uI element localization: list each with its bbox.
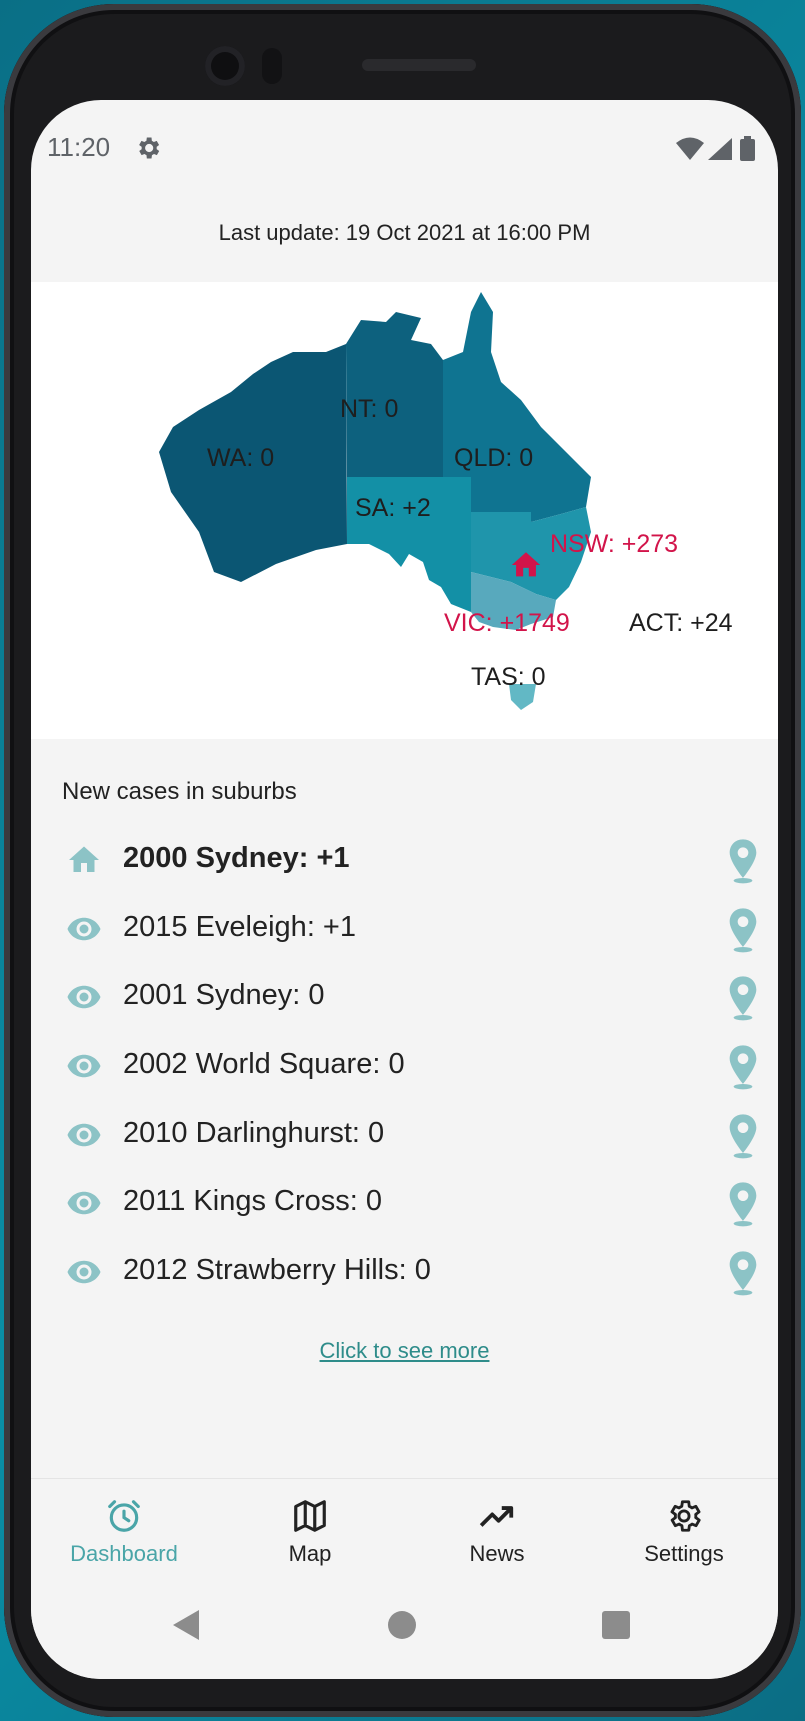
list-item[interactable]: 2010 Darlinghurst: 0	[31, 1109, 778, 1165]
suburb-label: 2012 Strawberry Hills: 0	[123, 1254, 431, 1286]
map-state-vic	[471, 572, 556, 630]
nav-label: Map	[288, 1541, 332, 1566]
status-bar: 11:20	[31, 130, 778, 170]
bottom-navigation: Dashboard Map News Settings	[31, 1478, 778, 1579]
map-state-nt	[346, 312, 443, 477]
nav-label: News	[469, 1541, 525, 1566]
map-pin-icon[interactable]	[727, 907, 759, 955]
wifi-icon	[676, 137, 704, 160]
map-pin-icon[interactable]	[727, 1250, 759, 1298]
nav-tab-map[interactable]: Map	[217, 1479, 403, 1579]
camera-sensor	[262, 48, 282, 84]
map-label-nsw: NSW: +273	[550, 530, 679, 558]
map-label-vic: VIC: +1749	[444, 609, 570, 637]
map-state-tas	[509, 684, 536, 710]
see-more-link[interactable]: Click to see more	[319, 1338, 490, 1363]
list-item[interactable]: 2000 Sydney: +1	[31, 834, 778, 890]
suburb-label: 2002 World Square: 0	[123, 1048, 405, 1080]
status-time: 11:20	[47, 132, 111, 162]
earpiece-speaker	[362, 59, 476, 71]
suburb-label: 2000 Sydney: +1	[123, 842, 350, 874]
eye-icon	[67, 1191, 101, 1215]
app-screen: 11:20 Last update: 19 Oct 2021 at 16:00 …	[31, 100, 778, 1679]
suburb-label: 2010 Darlinghurst: 0	[123, 1117, 385, 1149]
gear-icon	[139, 137, 160, 159]
cell-signal-icon	[708, 138, 732, 160]
map-pin-icon[interactable]	[727, 1113, 759, 1161]
map-label-act: ACT: +24	[629, 609, 733, 637]
map-pin-icon[interactable]	[727, 1044, 759, 1092]
suburb-label: 2011 Kings Cross: 0	[123, 1185, 382, 1217]
map-state-sa	[347, 477, 471, 612]
map-label-sa: SA: +2	[355, 494, 431, 522]
eye-icon	[67, 1123, 101, 1147]
system-navigation-bar	[31, 1580, 778, 1679]
recent-apps-button[interactable]	[602, 1611, 630, 1639]
gear-icon	[670, 1500, 701, 1532]
home-icon	[69, 846, 99, 872]
eye-icon	[67, 1260, 101, 1284]
map-state-qld	[443, 292, 591, 522]
map-label-qld: QLD: 0	[454, 444, 534, 472]
map-pin-icon[interactable]	[727, 838, 759, 886]
home-button[interactable]	[388, 1611, 416, 1639]
map-pin-icon[interactable]	[727, 1181, 759, 1229]
nav-tab-news[interactable]: News	[404, 1479, 590, 1579]
map-label-wa: WA: 0	[207, 444, 275, 472]
battery-icon	[740, 139, 755, 161]
map-pin-icon[interactable]	[727, 975, 759, 1023]
suburbs-section-title: New cases in suburbs	[62, 778, 297, 805]
suburb-label: 2015 Eveleigh: +1	[123, 911, 356, 943]
map-state-nsw	[471, 507, 591, 600]
eye-icon	[67, 917, 101, 941]
last-update-text: Last update: 19 Oct 2021 at 16:00 PM	[218, 220, 591, 245]
map-state-wa	[159, 344, 347, 582]
suburb-label: 2001 Sydney: 0	[123, 979, 325, 1011]
nav-tab-dashboard[interactable]: Dashboard	[31, 1479, 217, 1579]
home-icon	[511, 552, 541, 577]
nav-label: Settings	[644, 1541, 724, 1566]
trending-up-icon	[479, 1506, 514, 1527]
map-icon	[294, 1500, 326, 1532]
eye-icon	[67, 1054, 101, 1078]
back-icon[interactable]	[171, 1608, 201, 1642]
map-label-tas: TAS: 0	[471, 663, 546, 691]
list-item[interactable]: 2012 Strawberry Hills: 0	[31, 1246, 778, 1302]
front-camera	[205, 46, 245, 86]
list-item[interactable]: 2015 Eveleigh: +1	[31, 903, 778, 959]
nav-tab-settings[interactable]: Settings	[591, 1479, 777, 1579]
australia-map-shape	[159, 292, 591, 710]
signal-battery-icons	[676, 136, 755, 161]
eye-icon	[67, 985, 101, 1009]
alarm-clock-icon	[108, 1500, 140, 1532]
list-item[interactable]: 2001 Sydney: 0	[31, 971, 778, 1027]
list-item[interactable]: 2002 World Square: 0	[31, 1040, 778, 1096]
list-item[interactable]: 2011 Kings Cross: 0	[31, 1177, 778, 1233]
map-label-nt: NT: 0	[340, 395, 399, 423]
nav-label: Dashboard	[70, 1541, 178, 1566]
australia-map[interactable]: NT: 0 WA: 0 QLD: 0 SA: +2 NSW: +273 VIC:…	[31, 282, 778, 739]
